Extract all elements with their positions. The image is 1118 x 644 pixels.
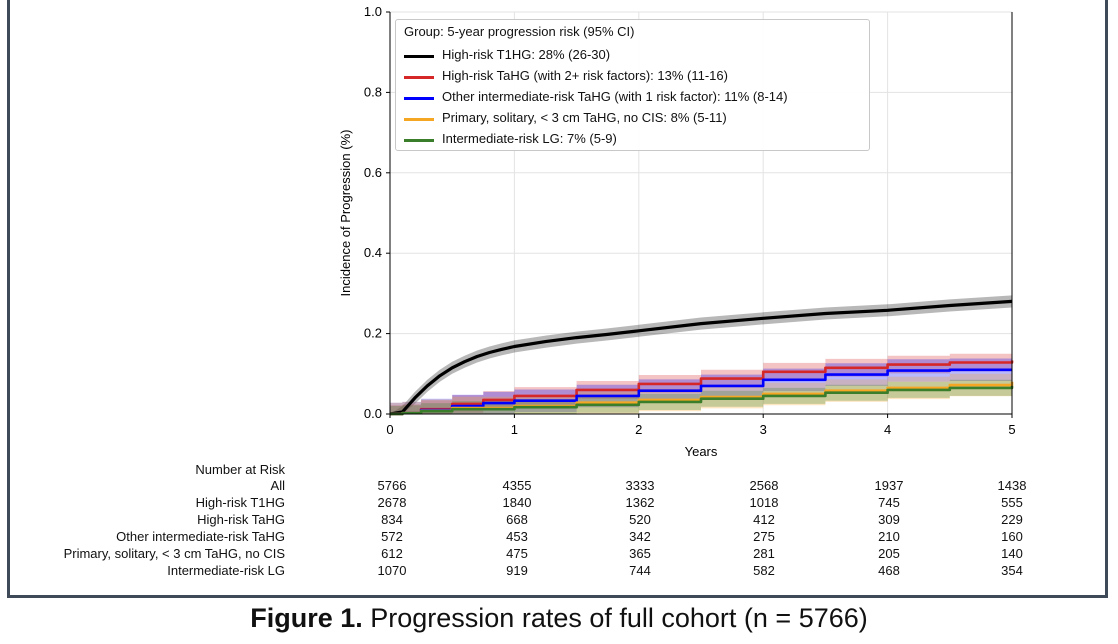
risk-cell: 1937	[874, 478, 904, 493]
risk-cell: 281	[753, 546, 775, 561]
risk-cell: 275	[753, 529, 775, 544]
x-tick-label: 1	[511, 422, 518, 437]
caption-text: Progression rates of full cohort (n = 57…	[362, 603, 868, 633]
risk-cell: 309	[878, 512, 900, 527]
risk-row-label: All	[270, 478, 285, 493]
y-tick-label: 0.0	[364, 406, 382, 421]
risk-cell: 229	[1001, 512, 1023, 527]
risk-table-title: Number at Risk	[195, 462, 285, 477]
risk-cell: 3333	[625, 478, 655, 493]
risk-cell: 342	[629, 529, 651, 544]
risk-cell: 205	[878, 546, 900, 561]
risk-cell: 919	[506, 563, 528, 578]
risk-cell: 555	[1001, 495, 1023, 510]
risk-row-label: High-risk T1HG	[195, 495, 285, 510]
risk-cell: 2678	[377, 495, 407, 510]
ci-band	[390, 295, 1012, 414]
risk-cell: 210	[878, 529, 900, 544]
legend-swatch	[404, 55, 434, 58]
risk-cell: 160	[1001, 529, 1023, 544]
risk-cell: 1070	[377, 563, 407, 578]
x-tick-label: 5	[1008, 422, 1015, 437]
x-axis-label: Years	[685, 444, 718, 459]
risk-cell: 468	[878, 563, 900, 578]
risk-cell: 1362	[625, 495, 655, 510]
risk-cell: 520	[629, 512, 651, 527]
legend-label: Primary, solitary, < 3 cm TaHG, no CIS: …	[442, 110, 727, 125]
risk-cell: 1840	[502, 495, 532, 510]
risk-row-label: Primary, solitary, < 3 cm TaHG, no CIS	[63, 546, 285, 561]
series-line	[389, 299, 1013, 416]
ci-band	[390, 370, 1012, 414]
x-tick-label: 4	[884, 422, 891, 437]
risk-cell: 354	[1001, 563, 1023, 578]
x-tick-label: 2	[635, 422, 642, 437]
legend-title: Group: 5-year progression risk (95% CI)	[404, 24, 635, 39]
legend-swatch	[404, 97, 434, 100]
legend-swatch	[404, 76, 434, 79]
risk-cell: 140	[1001, 546, 1023, 561]
y-tick-label: 1.0	[364, 4, 382, 19]
number-at-risk-table: Number at Risk All 5766 4355 3333 2568 1937 14…	[20, 462, 1100, 580]
y-tick-label: 0.4	[364, 245, 382, 260]
risk-row-label: Other intermediate-risk TaHG	[116, 529, 285, 544]
risk-cell: 744	[629, 563, 651, 578]
y-tick-label: 0.2	[364, 326, 382, 341]
axes: 0 1 2 3 4 5 0.0 0.2 0.4 0.6 0.8 1.0	[364, 4, 1016, 437]
legend-label: High-risk TaHG (with 2+ risk factors): 1…	[442, 68, 728, 83]
y-axis-label: Incidence of Progression (%)	[338, 130, 353, 297]
risk-cell: 365	[629, 546, 651, 561]
risk-cell: 582	[753, 563, 775, 578]
y-tick-label: 0.8	[364, 84, 382, 99]
series-lines	[389, 299, 1014, 416]
risk-cell: 572	[381, 529, 403, 544]
y-tick-label: 0.6	[364, 165, 382, 180]
legend-swatch	[404, 139, 434, 142]
risk-cell: 668	[506, 512, 528, 527]
series-line	[390, 385, 1014, 416]
risk-cell: 612	[381, 546, 403, 561]
risk-cell: 2568	[749, 478, 779, 493]
risk-cell: 453	[506, 529, 528, 544]
risk-cell: 412	[753, 512, 775, 527]
legend-swatch	[404, 118, 434, 121]
risk-cell: 5766	[377, 478, 407, 493]
risk-cell: 4355	[502, 478, 532, 493]
caption-label: Figure 1.	[250, 603, 363, 633]
x-tick-label: 0	[386, 422, 393, 437]
risk-cell: 1438	[997, 478, 1027, 493]
legend-label: High-risk T1HG: 28% (26-30)	[442, 47, 611, 62]
risk-row-label: High-risk TaHG	[197, 512, 285, 527]
risk-cell: 1018	[749, 495, 779, 510]
x-tick-label: 3	[760, 422, 767, 437]
chart-legend: Group: 5-year progression risk (95% CI) …	[395, 19, 870, 151]
legend-label: Other intermediate-risk TaHG (with 1 ris…	[442, 89, 788, 104]
risk-cell: 745	[878, 495, 900, 510]
risk-cell: 475	[506, 546, 528, 561]
risk-cell: 834	[381, 512, 403, 527]
risk-row-label: Intermediate-risk LG	[167, 563, 285, 578]
legend-label: Intermediate-risk LG: 7% (5-9)	[442, 131, 617, 146]
kaplan-meier-chart: 0 1 2 3 4 5 0.0 0.2 0.4 0.6 0.8 1.0 Years Incidence…	[338, 4, 1016, 459]
figure-caption: Figure 1. Progression rates of full coho…	[0, 603, 1118, 634]
